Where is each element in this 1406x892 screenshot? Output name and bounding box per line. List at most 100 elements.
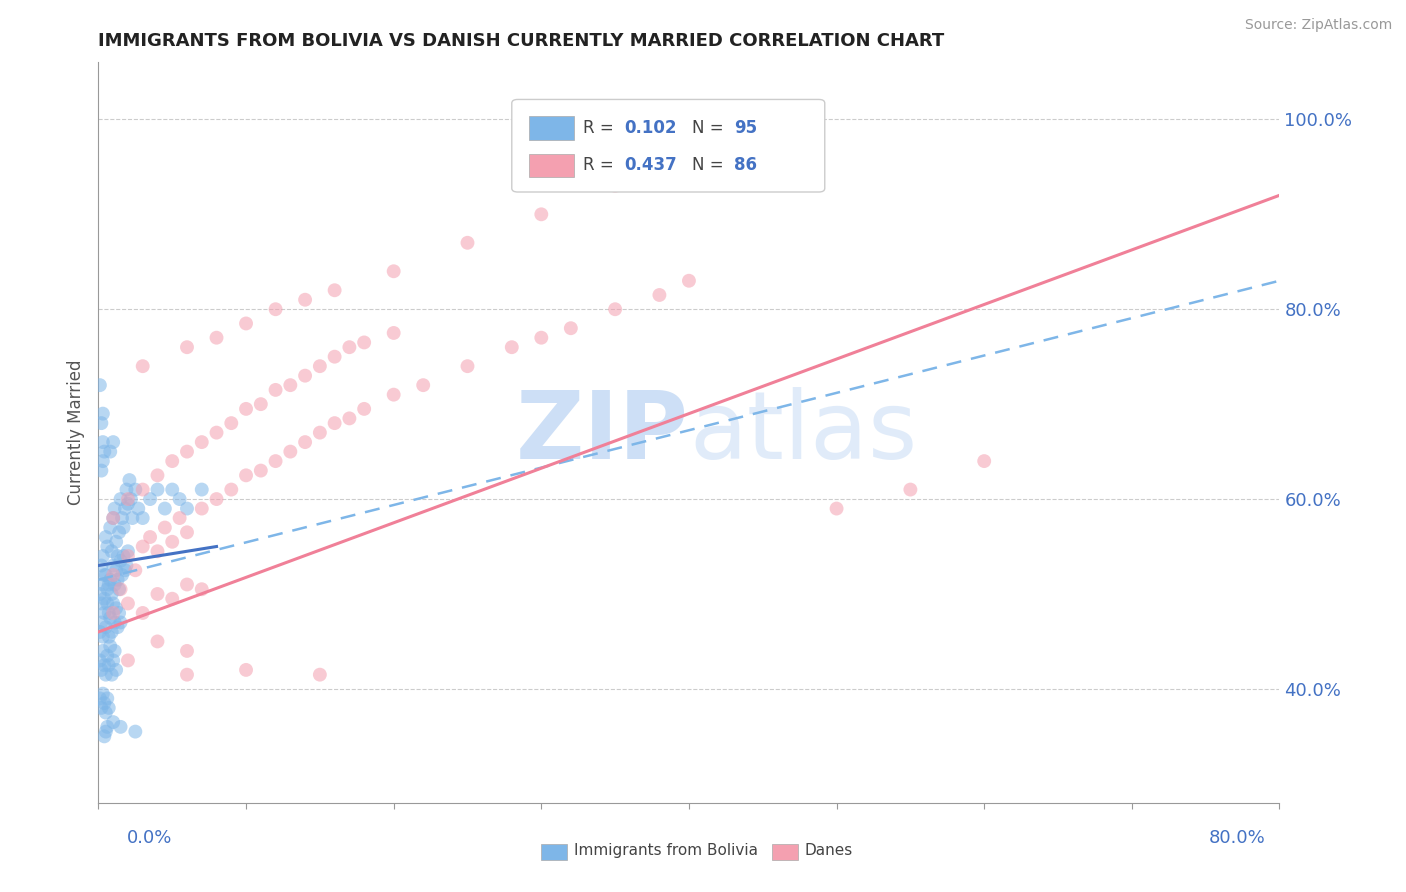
Bar (530, 153, 575, 178)
Point (90, 663, 112, 677)
Point (91, 687, 114, 701)
Text: 0.437: 0.437 (624, 155, 676, 174)
Point (973, 454, 995, 468)
Text: 95: 95 (734, 119, 756, 136)
Point (132, 511, 155, 525)
Text: 0.0%: 0.0% (127, 830, 172, 847)
Point (118, 473, 141, 487)
Point (191, 483, 214, 497)
Point (94, 568, 117, 582)
Point (339, 411, 361, 425)
Point (191, 501, 214, 516)
Point (323, 350, 346, 364)
Point (132, 359, 155, 374)
Point (107, 549, 129, 563)
Point (900, 483, 922, 497)
Point (132, 540, 155, 554)
Point (353, 401, 375, 416)
Text: 0.102: 0.102 (624, 119, 676, 136)
Point (169, 511, 191, 525)
Point (111, 568, 134, 582)
Point (96, 540, 118, 554)
Point (560, 321, 582, 335)
Point (146, 468, 169, 483)
Text: R =: R = (582, 119, 619, 136)
Point (264, 383, 287, 397)
Point (191, 435, 214, 450)
Point (530, 331, 553, 345)
Point (176, 340, 198, 354)
Point (120, 491, 142, 506)
Point (121, 511, 143, 525)
Point (105, 563, 128, 577)
Point (93, 730, 115, 744)
Point (103, 606, 125, 620)
Point (98, 520, 121, 534)
Point (162, 591, 183, 606)
Bar (530, 117, 575, 140)
Point (111, 511, 134, 525)
Point (91, 644, 114, 658)
Point (117, 549, 139, 563)
Point (91, 435, 114, 450)
Point (146, 634, 169, 648)
Point (117, 491, 139, 506)
Point (103, 511, 125, 525)
Point (176, 525, 198, 540)
Point (89, 587, 111, 601)
Point (100, 624, 122, 639)
Point (339, 340, 361, 354)
Bar (772, 844, 797, 860)
Point (100, 587, 122, 601)
Point (176, 501, 198, 516)
Point (112, 520, 135, 534)
Point (110, 491, 132, 506)
Point (605, 178, 627, 193)
Point (412, 378, 434, 392)
Point (162, 483, 183, 497)
Point (108, 606, 131, 620)
Point (103, 653, 125, 667)
Point (103, 715, 125, 730)
Point (153, 501, 176, 516)
Point (139, 530, 162, 544)
Point (382, 387, 405, 401)
Point (91, 549, 114, 563)
Point (280, 378, 302, 392)
Point (382, 264, 405, 278)
Point (132, 606, 155, 620)
Text: Immigrants from Bolivia: Immigrants from Bolivia (575, 844, 758, 858)
Point (153, 520, 176, 534)
Point (221, 483, 243, 497)
Point (91, 577, 114, 591)
Point (176, 667, 198, 681)
Point (100, 667, 122, 681)
Point (117, 497, 139, 511)
Point (205, 491, 228, 506)
Point (90, 416, 112, 430)
Point (91, 630, 114, 644)
Point (648, 288, 671, 302)
Point (93, 444, 115, 458)
Point (91, 454, 114, 468)
Point (294, 368, 316, 383)
Point (457, 359, 479, 374)
Point (96, 582, 118, 597)
Point (89, 624, 111, 639)
Point (104, 577, 127, 591)
Point (678, 150, 700, 164)
Point (93, 591, 115, 606)
Point (250, 464, 273, 478)
Point (108, 582, 131, 597)
Point (501, 340, 523, 354)
Point (105, 663, 128, 677)
Text: ZIP: ZIP (516, 386, 689, 479)
Point (115, 558, 138, 573)
Point (105, 534, 128, 549)
Point (530, 207, 553, 221)
FancyBboxPatch shape (512, 99, 825, 192)
Point (294, 435, 316, 450)
Point (96, 597, 118, 611)
Point (97, 606, 120, 620)
Point (235, 468, 257, 483)
